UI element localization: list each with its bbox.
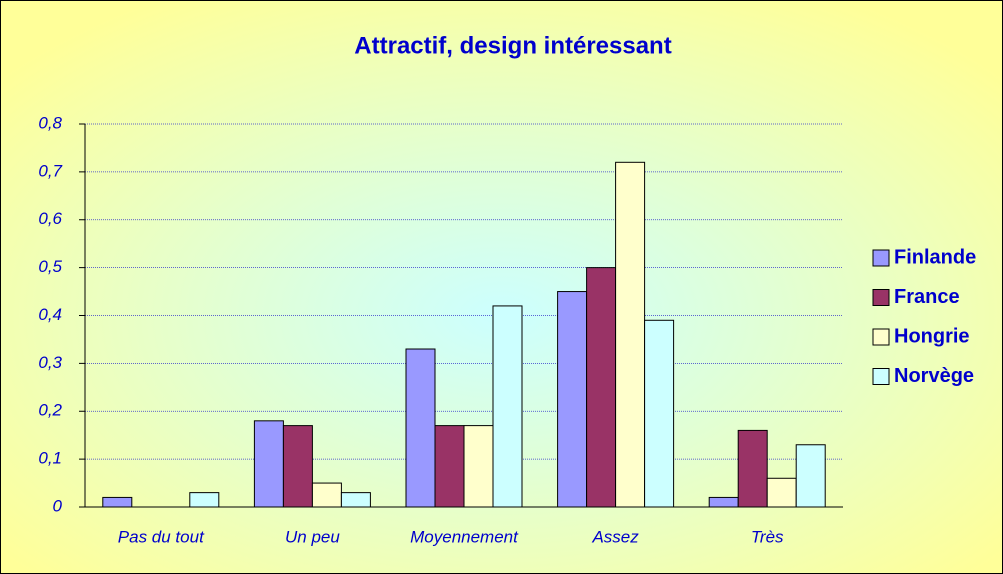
bar — [102, 496, 133, 508]
bar — [492, 305, 523, 508]
y-tick-label: 0,7 — [38, 161, 62, 180]
y-tick-label: 0,1 — [38, 449, 62, 468]
x-tick-label: Assez — [591, 527, 639, 546]
legend-label: Hongrie — [894, 325, 970, 347]
chart-title: Attractif, design intéressant — [354, 32, 671, 59]
x-tick-label: Un peu — [285, 527, 340, 546]
bar — [282, 425, 313, 508]
y-tick-label: 0,8 — [38, 113, 62, 132]
x-tick-label: Moyennement — [410, 527, 519, 546]
legend-label: Norvège — [894, 365, 974, 387]
bar — [708, 496, 739, 508]
legend-swatch — [872, 368, 890, 385]
y-tick-label: 0,3 — [38, 353, 62, 372]
bar — [557, 291, 588, 508]
y-tick-label: 0,5 — [38, 257, 62, 276]
y-tick-label: 0,2 — [38, 401, 62, 420]
legend-label: France — [894, 286, 960, 308]
y-tick-label: 0,6 — [38, 209, 62, 228]
legend-swatch — [872, 289, 890, 306]
bar — [405, 348, 436, 508]
legend-label: Finlande — [894, 246, 976, 268]
bar — [189, 492, 220, 508]
x-tick-label: Pas du tout — [118, 527, 205, 546]
bar — [766, 477, 797, 508]
bar — [615, 161, 646, 508]
bar — [586, 267, 617, 508]
y-tick-label: 0,4 — [38, 305, 62, 324]
bar — [737, 429, 768, 508]
bar — [644, 319, 675, 508]
bar — [463, 425, 494, 508]
legend-swatch — [872, 249, 890, 267]
y-tick-label: 0 — [53, 496, 63, 515]
bar — [434, 425, 465, 508]
bar — [340, 492, 371, 508]
bar — [311, 482, 342, 508]
bar — [795, 444, 826, 508]
x-tick-label: Très — [751, 527, 784, 546]
legend-swatch — [872, 328, 890, 346]
bar — [253, 420, 284, 508]
